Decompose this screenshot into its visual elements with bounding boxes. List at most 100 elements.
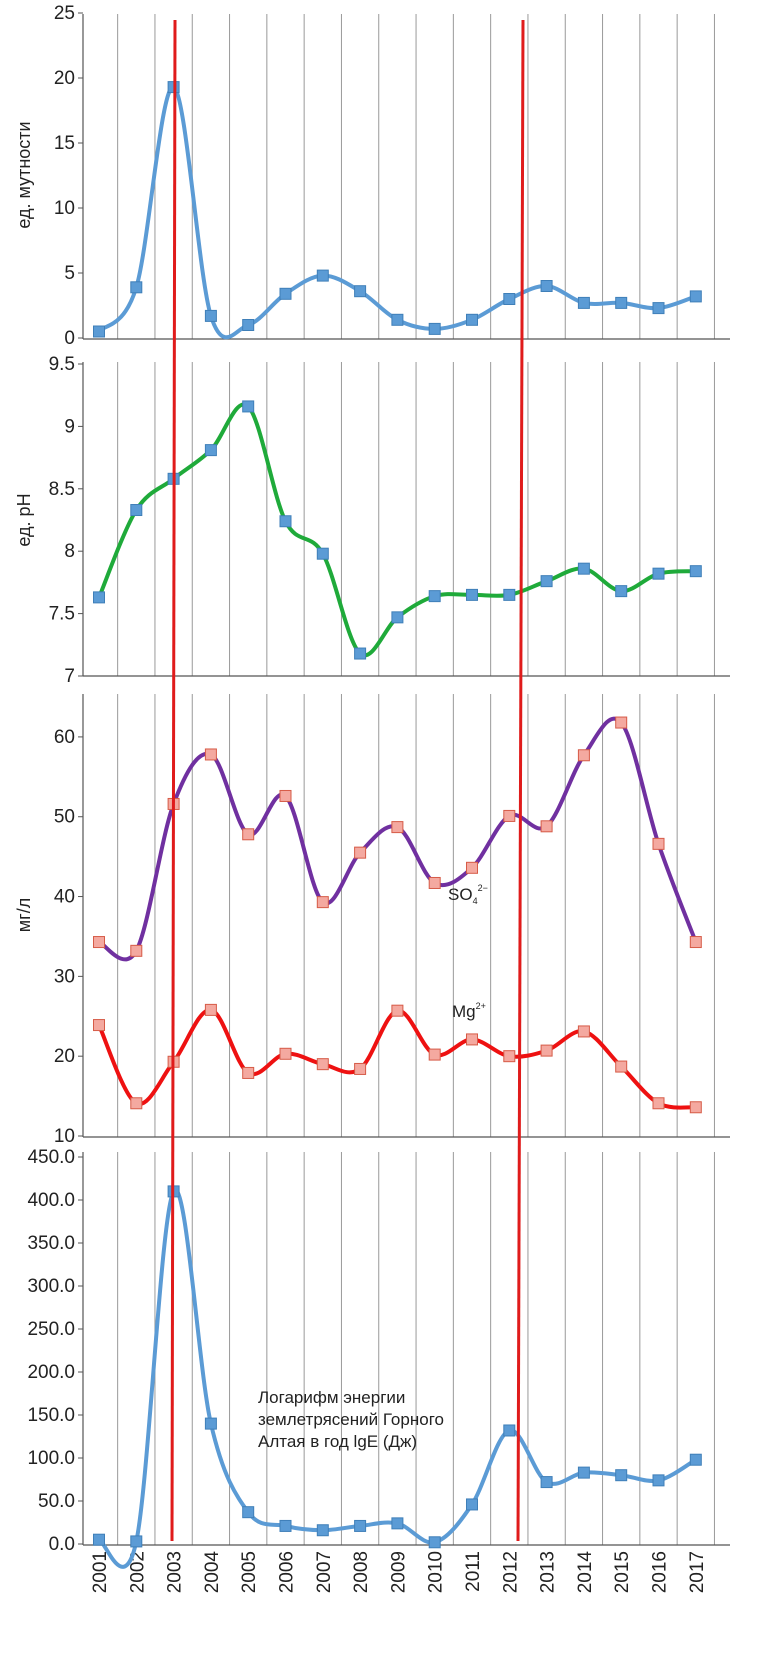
y-tick-label: 30 <box>54 966 75 987</box>
data-point <box>577 749 590 762</box>
y-tick-label: 0 <box>64 328 75 349</box>
ylabel-mg-per-l: мг/л <box>14 898 34 932</box>
data-point <box>242 828 255 841</box>
y-tick-label: 5 <box>64 263 75 284</box>
x-tick-label: 2013 <box>538 1551 559 1593</box>
event-lines-layer <box>170 19 525 1542</box>
grid-layer <box>117 14 715 1545</box>
data-point <box>204 309 217 322</box>
data-point <box>93 1019 105 1032</box>
data-point <box>652 1474 665 1487</box>
series-line <box>97 1007 698 1110</box>
data-point <box>652 1097 665 1110</box>
data-point <box>316 547 329 560</box>
data-point <box>503 1050 516 1063</box>
data-point <box>503 588 516 601</box>
y-tick-label: 40 <box>54 887 75 908</box>
data-point <box>130 1097 143 1110</box>
y-tick-label: 9.5 <box>49 354 75 375</box>
y-tick-label: 100.0 <box>27 1448 75 1469</box>
data-point <box>428 590 441 603</box>
data-point <box>354 1062 367 1075</box>
y-tick-label: 60 <box>54 727 75 748</box>
data-point <box>428 322 441 335</box>
data-point <box>615 296 628 309</box>
data-point <box>428 1048 441 1061</box>
so4-sub: 4 <box>473 896 478 906</box>
data-point <box>689 565 702 578</box>
x-tick-label: 2012 <box>500 1551 521 1593</box>
y-tick-label: 50 <box>54 807 75 828</box>
data-point <box>577 1025 590 1038</box>
x-tick-label: 2011 <box>463 1551 484 1592</box>
data-point <box>689 936 702 949</box>
annotation-line-2: землетрясений Горного <box>258 1410 444 1429</box>
data-point <box>242 319 255 331</box>
data-point <box>242 1066 255 1079</box>
y-tick-label: 400.0 <box>27 1190 75 1211</box>
y-tick-label: 9 <box>64 416 75 437</box>
data-point <box>279 515 292 528</box>
data-point <box>615 716 628 729</box>
data-point <box>577 1466 590 1479</box>
data-point <box>93 591 105 604</box>
data-point <box>466 588 478 601</box>
data-point <box>466 1033 478 1046</box>
y-tick-label: 20 <box>54 1046 75 1067</box>
data-point <box>204 444 217 457</box>
data-point <box>540 1476 553 1489</box>
annotation-line-1: Логарифм энергии <box>258 1388 405 1407</box>
data-point <box>391 611 404 624</box>
data-point <box>391 1517 404 1530</box>
so4-base: SO <box>448 885 473 904</box>
x-tick-label: 2017 <box>687 1551 708 1593</box>
data-point <box>391 1004 404 1017</box>
markers-layer <box>93 81 702 1549</box>
y-tick-label: 10 <box>54 1126 75 1147</box>
data-point <box>503 1424 516 1437</box>
event-line-2012 <box>516 19 525 1542</box>
y-tick-label: 10 <box>54 198 75 219</box>
data-point <box>689 1101 702 1114</box>
data-point <box>466 313 478 326</box>
data-point <box>130 1535 143 1548</box>
data-point <box>652 567 665 580</box>
annotation-line-3: Алтая в год lgE (Дж) <box>258 1432 417 1451</box>
data-point <box>466 861 478 874</box>
series-line <box>97 85 698 340</box>
data-point <box>689 290 702 303</box>
x-tick-label: 2016 <box>650 1551 671 1593</box>
data-point <box>391 821 404 834</box>
y-tick-label: 450.0 <box>27 1147 75 1168</box>
data-point <box>503 809 516 822</box>
x-tick-label: 2001 <box>90 1551 111 1593</box>
ylabel-turbidity: ед. мутности <box>14 121 34 228</box>
series-label-so4: SO42− <box>448 883 488 906</box>
x-tick-label: 2005 <box>239 1551 260 1593</box>
y-tick-label: 8 <box>64 541 75 562</box>
y-tick-label: 7.5 <box>49 604 75 625</box>
data-point <box>540 820 553 833</box>
x-tick-label: 2004 <box>202 1551 223 1594</box>
x-tick-label: 2002 <box>127 1551 148 1593</box>
data-point <box>577 562 590 575</box>
data-point <box>279 1519 292 1532</box>
series-line <box>97 1188 698 1569</box>
y-tick-label: 8.5 <box>49 479 75 500</box>
data-point <box>615 1060 628 1073</box>
y-tick-label: 250.0 <box>27 1319 75 1340</box>
data-point <box>93 1533 105 1546</box>
y-tick-label: 0.0 <box>49 1534 75 1555</box>
data-point <box>316 269 329 282</box>
data-point <box>652 837 665 850</box>
data-point <box>615 1469 628 1482</box>
x-tick-label: 2006 <box>277 1551 298 1593</box>
data-point <box>540 1044 553 1057</box>
data-point <box>540 575 553 588</box>
mg-sup: 2+ <box>476 1001 486 1011</box>
y-tick-label: 7 <box>64 666 75 687</box>
data-point <box>130 504 143 517</box>
x-tick-label: 2003 <box>165 1551 186 1593</box>
axes-layer: 0 5 10 15 20 25 7 7.5 8 8.5 9 9.5 10 20 30 40 50 60 0.0 50.… <box>27 3 730 1593</box>
